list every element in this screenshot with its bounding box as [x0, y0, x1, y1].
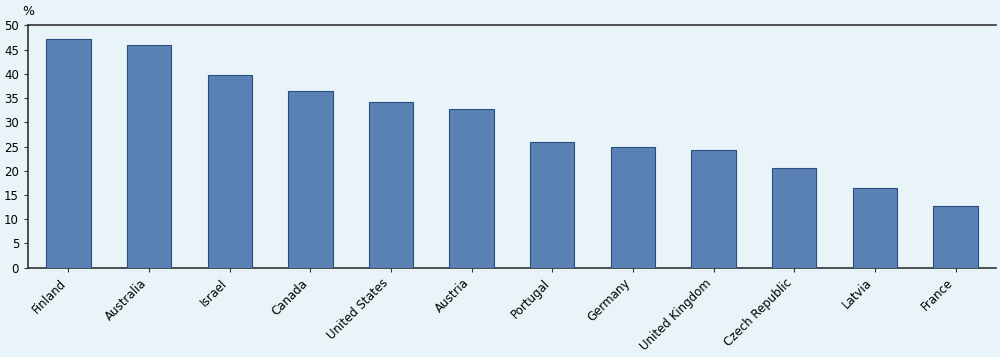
Bar: [772, 168, 816, 268]
Bar: [611, 146, 655, 268]
Bar: [127, 45, 171, 268]
Text: %: %: [22, 5, 34, 18]
Bar: [288, 91, 333, 268]
Bar: [691, 150, 736, 268]
Bar: [933, 206, 978, 268]
Bar: [46, 39, 91, 268]
Bar: [449, 109, 494, 268]
Bar: [208, 75, 252, 268]
Bar: [853, 188, 897, 268]
Bar: [530, 142, 574, 268]
Bar: [369, 102, 413, 268]
